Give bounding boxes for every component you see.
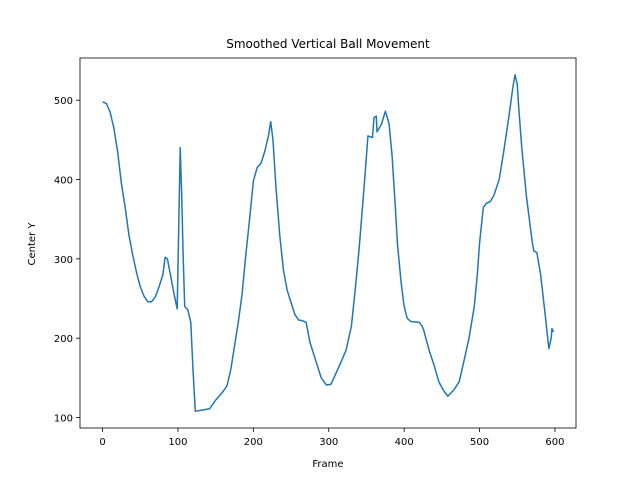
plot-frame	[79, 57, 577, 429]
x-axis-label: Frame	[312, 459, 343, 470]
chart-title: Smoothed Vertical Ball Movement	[226, 37, 430, 51]
x-tick-label: 200	[244, 437, 263, 448]
y-tick-label: 200	[54, 334, 73, 345]
y-axis-label: Center Y	[27, 222, 38, 266]
x-tick-label: 0	[99, 437, 105, 448]
x-tick-label: 300	[319, 437, 338, 448]
data-line	[102, 74, 555, 412]
x-tick-label: 400	[395, 437, 414, 448]
x-tick-label: 600	[545, 437, 564, 448]
y-tick-label: 500	[54, 96, 73, 107]
x-tick-label: 500	[470, 437, 489, 448]
y-tick-label: 400	[54, 176, 73, 187]
y-tick-label: 100	[54, 414, 73, 425]
y-tick-label: 300	[54, 255, 73, 266]
x-tick-label: 100	[168, 437, 187, 448]
